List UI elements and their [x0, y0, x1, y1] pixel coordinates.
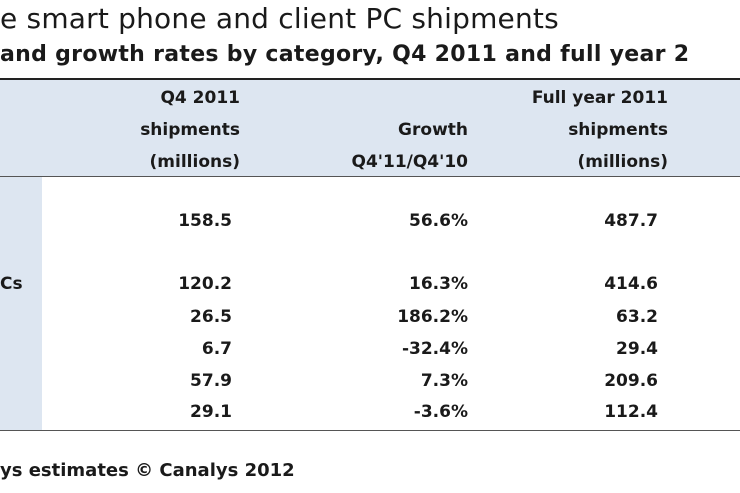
cell-q4-shipments: 57.9 [190, 371, 232, 391]
cell-growth: -3.6% [413, 402, 468, 422]
cell-q4-shipments: 26.5 [190, 307, 232, 327]
cell-growth: 7.3% [420, 371, 468, 391]
column-header-growth: Growth Q4'11/Q4'10 [351, 120, 469, 172]
cell-full-year-shipments: 487.7 [604, 211, 658, 231]
cell-growth: 56.6% [409, 211, 468, 231]
label-column-band [0, 80, 42, 430]
header-band [42, 80, 740, 176]
column-header-q4-shipments: Q4 2011 shipments (millions) [140, 88, 240, 172]
cell-growth: 186.2% [397, 307, 468, 327]
header-rule [0, 176, 740, 177]
row-label: Cs [0, 274, 23, 294]
cell-growth: -32.4% [401, 339, 468, 359]
cell-full-year-shipments: 209.6 [604, 371, 658, 391]
cell-growth: 16.3% [409, 274, 468, 294]
cell-full-year-shipments: 112.4 [604, 402, 658, 422]
top-rule [0, 78, 740, 80]
table-subtitle: and growth rates by category, Q4 2011 an… [0, 42, 690, 67]
cell-full-year-shipments: 414.6 [604, 274, 658, 294]
table-title: e smart phone and client PC shipments [0, 2, 559, 35]
column-header-full-year-shipments: Full year 2011 shipments (millions) [531, 88, 668, 172]
cell-full-year-shipments: 63.2 [616, 307, 658, 327]
cell-q4-shipments: 120.2 [178, 274, 232, 294]
cell-q4-shipments: 29.1 [190, 402, 232, 422]
cell-q4-shipments: 158.5 [178, 211, 232, 231]
cell-q4-shipments: 6.7 [201, 339, 232, 359]
bottom-rule [0, 430, 740, 431]
source-note: ys estimates © Canalys 2012 [0, 460, 295, 481]
cell-full-year-shipments: 29.4 [616, 339, 658, 359]
